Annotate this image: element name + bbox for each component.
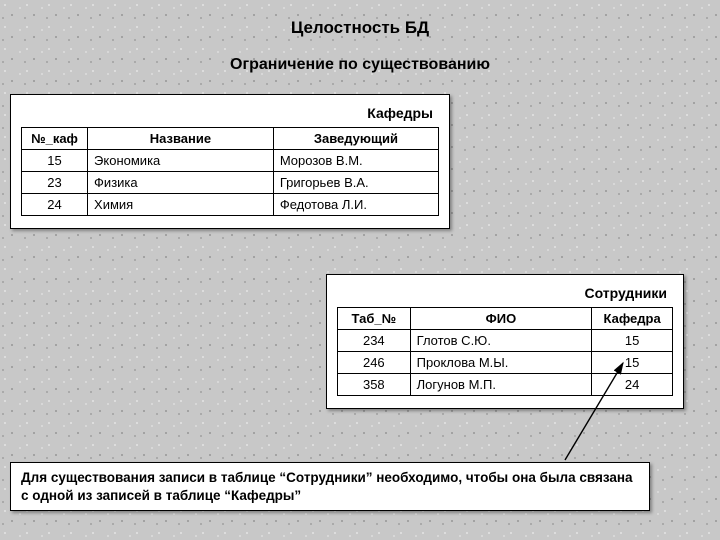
textured-background <box>0 0 720 540</box>
table-row: 358 Логунов М.П. 24 <box>338 374 673 396</box>
panel-sotrudniki: Сотрудники Таб_№ ФИО Кафедра 234 Глотов … <box>326 274 684 409</box>
page-title: Целостность БД <box>0 18 720 38</box>
cell: 15 <box>592 330 673 352</box>
table-sotrudniki: Таб_№ ФИО Кафедра 234 Глотов С.Ю. 15 246… <box>337 307 673 396</box>
cell: 24 <box>592 374 673 396</box>
cell: Глотов С.Ю. <box>410 330 592 352</box>
table-row: 15 Экономика Морозов В.М. <box>22 150 439 172</box>
col-header: Название <box>88 128 274 150</box>
table-header-row: Таб_№ ФИО Кафедра <box>338 308 673 330</box>
col-header: Кафедра <box>592 308 673 330</box>
table-row: 234 Глотов С.Ю. 15 <box>338 330 673 352</box>
table-header-row: №_каф Название Заведующий <box>22 128 439 150</box>
col-header: №_каф <box>22 128 88 150</box>
footnote-text: Для существования записи в таблице “Сотр… <box>21 470 633 503</box>
cell: Химия <box>88 194 274 216</box>
cell: Морозов В.М. <box>273 150 438 172</box>
col-header: Заведующий <box>273 128 438 150</box>
table-row: 24 Химия Федотова Л.И. <box>22 194 439 216</box>
cell: 246 <box>338 352 411 374</box>
cell: Проклова М.Ы. <box>410 352 592 374</box>
cell: Физика <box>88 172 274 194</box>
page-subtitle: Ограничение по существованию <box>0 56 720 74</box>
table-row: 23 Физика Григорьев В.А. <box>22 172 439 194</box>
cell: 23 <box>22 172 88 194</box>
table-kafedry: №_каф Название Заведующий 15 Экономика М… <box>21 127 439 216</box>
col-header: ФИО <box>410 308 592 330</box>
cell: Логунов М.П. <box>410 374 592 396</box>
cell: 358 <box>338 374 411 396</box>
cell: Федотова Л.И. <box>273 194 438 216</box>
cell: 15 <box>22 150 88 172</box>
cell: 15 <box>592 352 673 374</box>
cell: 24 <box>22 194 88 216</box>
table-row: 246 Проклова М.Ы. 15 <box>338 352 673 374</box>
cell: 234 <box>338 330 411 352</box>
cell: Экономика <box>88 150 274 172</box>
cell: Григорьев В.А. <box>273 172 438 194</box>
panel-kafedry: Кафедры №_каф Название Заведующий 15 Эко… <box>10 94 450 229</box>
panel-kafedry-title: Кафедры <box>21 105 433 121</box>
panel-sotrudniki-title: Сотрудники <box>337 285 667 301</box>
footnote-box: Для существования записи в таблице “Сотр… <box>10 462 650 511</box>
col-header: Таб_№ <box>338 308 411 330</box>
